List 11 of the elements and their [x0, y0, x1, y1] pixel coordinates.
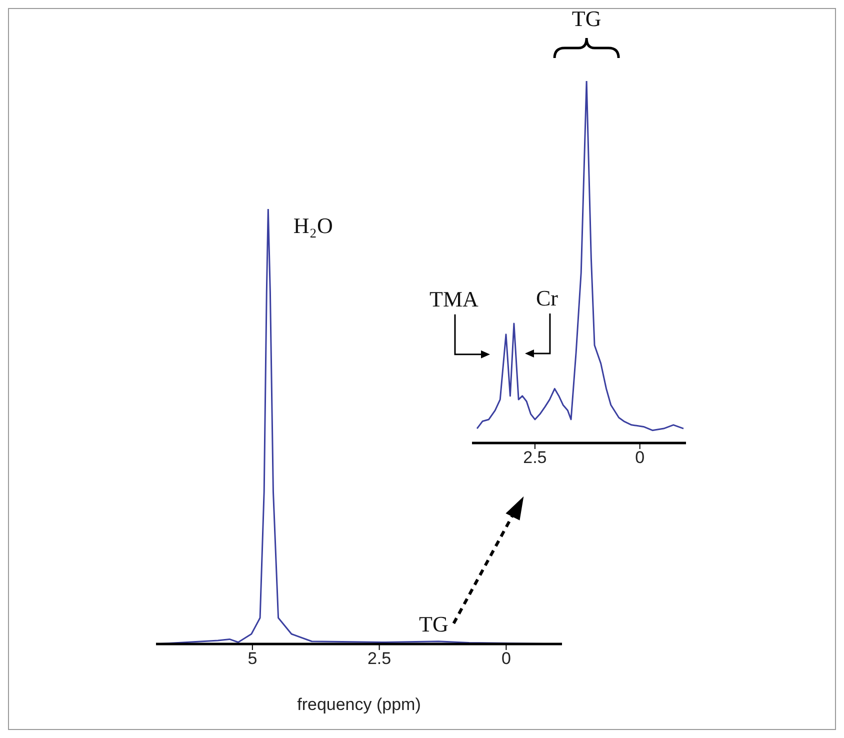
- x-tick-label: 5: [248, 649, 258, 668]
- annotation: TMA: [430, 286, 479, 312]
- x-tick-label: 0: [501, 649, 511, 668]
- annotation: H₂O: [293, 213, 333, 238]
- x-tick-label: 2.5: [367, 649, 392, 668]
- x-axis-title: frequency (ppm): [297, 695, 421, 714]
- x-tick-label: 0: [635, 448, 645, 468]
- x-tick-label: 2.5: [523, 448, 547, 468]
- annotation: TG: [419, 611, 448, 636]
- annotation: TG: [572, 6, 602, 31]
- annotation: Cr: [536, 286, 559, 311]
